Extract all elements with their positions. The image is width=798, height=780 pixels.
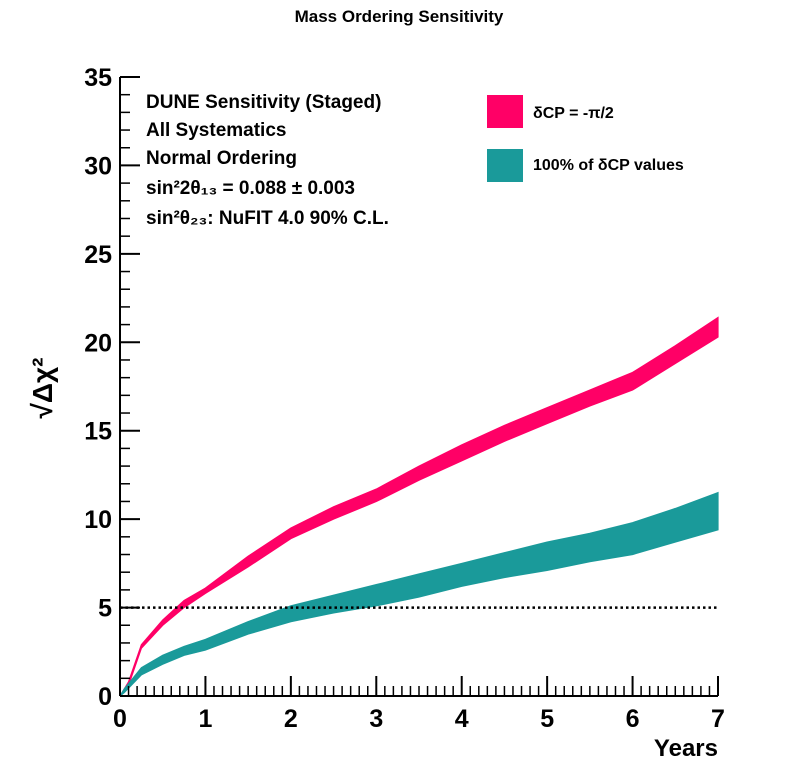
annotation-line-2: All Systematics <box>146 120 286 141</box>
y-tick-label: 30 <box>84 152 112 180</box>
y-tick-label: 10 <box>84 506 112 534</box>
x-tick-label: 5 <box>540 705 554 733</box>
x-tick-label: 7 <box>711 705 725 733</box>
x-tick-label: 0 <box>113 705 127 733</box>
y-tick-label: 25 <box>84 241 112 269</box>
annotation-block: DUNE Sensitivity (Staged) All Systematic… <box>146 92 389 229</box>
annotation-line-3: Normal Ordering <box>146 148 297 169</box>
axes-layer: 0 5 10 15 20 25 30 35 0 1 2 3 4 5 6 7 <box>84 64 725 733</box>
legend-swatch-delta-cp <box>487 95 523 128</box>
y-tick-label: 5 <box>98 595 112 623</box>
x-tick-label: 4 <box>455 705 469 733</box>
y-tick-label: 35 <box>84 64 112 92</box>
series-band-0 <box>119 316 719 697</box>
x-tick-label: 2 <box>284 705 298 733</box>
legend-swatch-all-delta-cp <box>487 149 523 182</box>
legend: δCP = -π/2 100% of δCP values <box>487 95 684 182</box>
x-tick-label: 3 <box>369 705 383 733</box>
x-tick-label: 6 <box>626 705 640 733</box>
y-tick-label: 15 <box>84 418 112 446</box>
series-band-1 <box>119 491 719 697</box>
annotation-line-5: sin²θ₂₃: NuFIT 4.0 90% C.L. <box>146 208 389 229</box>
bands-layer <box>119 316 719 697</box>
x-tick-label: 1 <box>198 705 212 733</box>
annotation-line-4: sin²2θ₁₃ = 0.088 ± 0.003 <box>146 178 355 199</box>
annotation-line-1: DUNE Sensitivity (Staged) <box>146 92 381 113</box>
y-tick-label: 20 <box>84 329 112 357</box>
x-axis-label: Years <box>654 735 718 762</box>
legend-label-delta-cp: δCP = -π/2 <box>533 105 614 122</box>
legend-label-all-delta-cp: 100% of δCP values <box>533 157 684 174</box>
y-tick-label: 0 <box>98 683 112 711</box>
chart-title: Mass Ordering Sensitivity <box>295 7 504 26</box>
y-axis-label: √Δχ² <box>27 358 58 419</box>
